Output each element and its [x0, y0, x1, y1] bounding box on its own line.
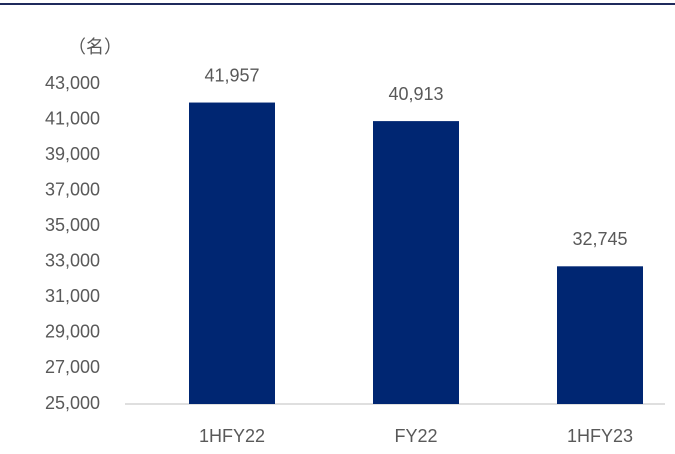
y-tick-label: 39,000 [45, 144, 100, 164]
y-tick-label: 29,000 [45, 322, 100, 342]
unit-label: （名） [68, 37, 122, 57]
y-tick-label: 31,000 [45, 286, 100, 306]
y-tick-label: 27,000 [45, 357, 100, 377]
y-tick-label: 25,000 [45, 393, 100, 413]
value-label: 32,745 [572, 229, 627, 249]
value-label: 41,957 [204, 65, 259, 85]
y-tick-label: 37,000 [45, 179, 100, 199]
x-tick-label: 1HFY22 [199, 426, 265, 446]
bar [557, 266, 643, 404]
y-tick-label: 41,000 [45, 108, 100, 128]
y-tick-label: 33,000 [45, 251, 100, 271]
value-label: 40,913 [388, 84, 443, 104]
bar [189, 102, 275, 404]
x-tick-label: FY22 [394, 426, 437, 446]
y-tick-label: 43,000 [45, 73, 100, 93]
x-tick-label: 1HFY23 [567, 426, 633, 446]
bar [373, 121, 459, 404]
y-tick-label: 35,000 [45, 215, 100, 235]
